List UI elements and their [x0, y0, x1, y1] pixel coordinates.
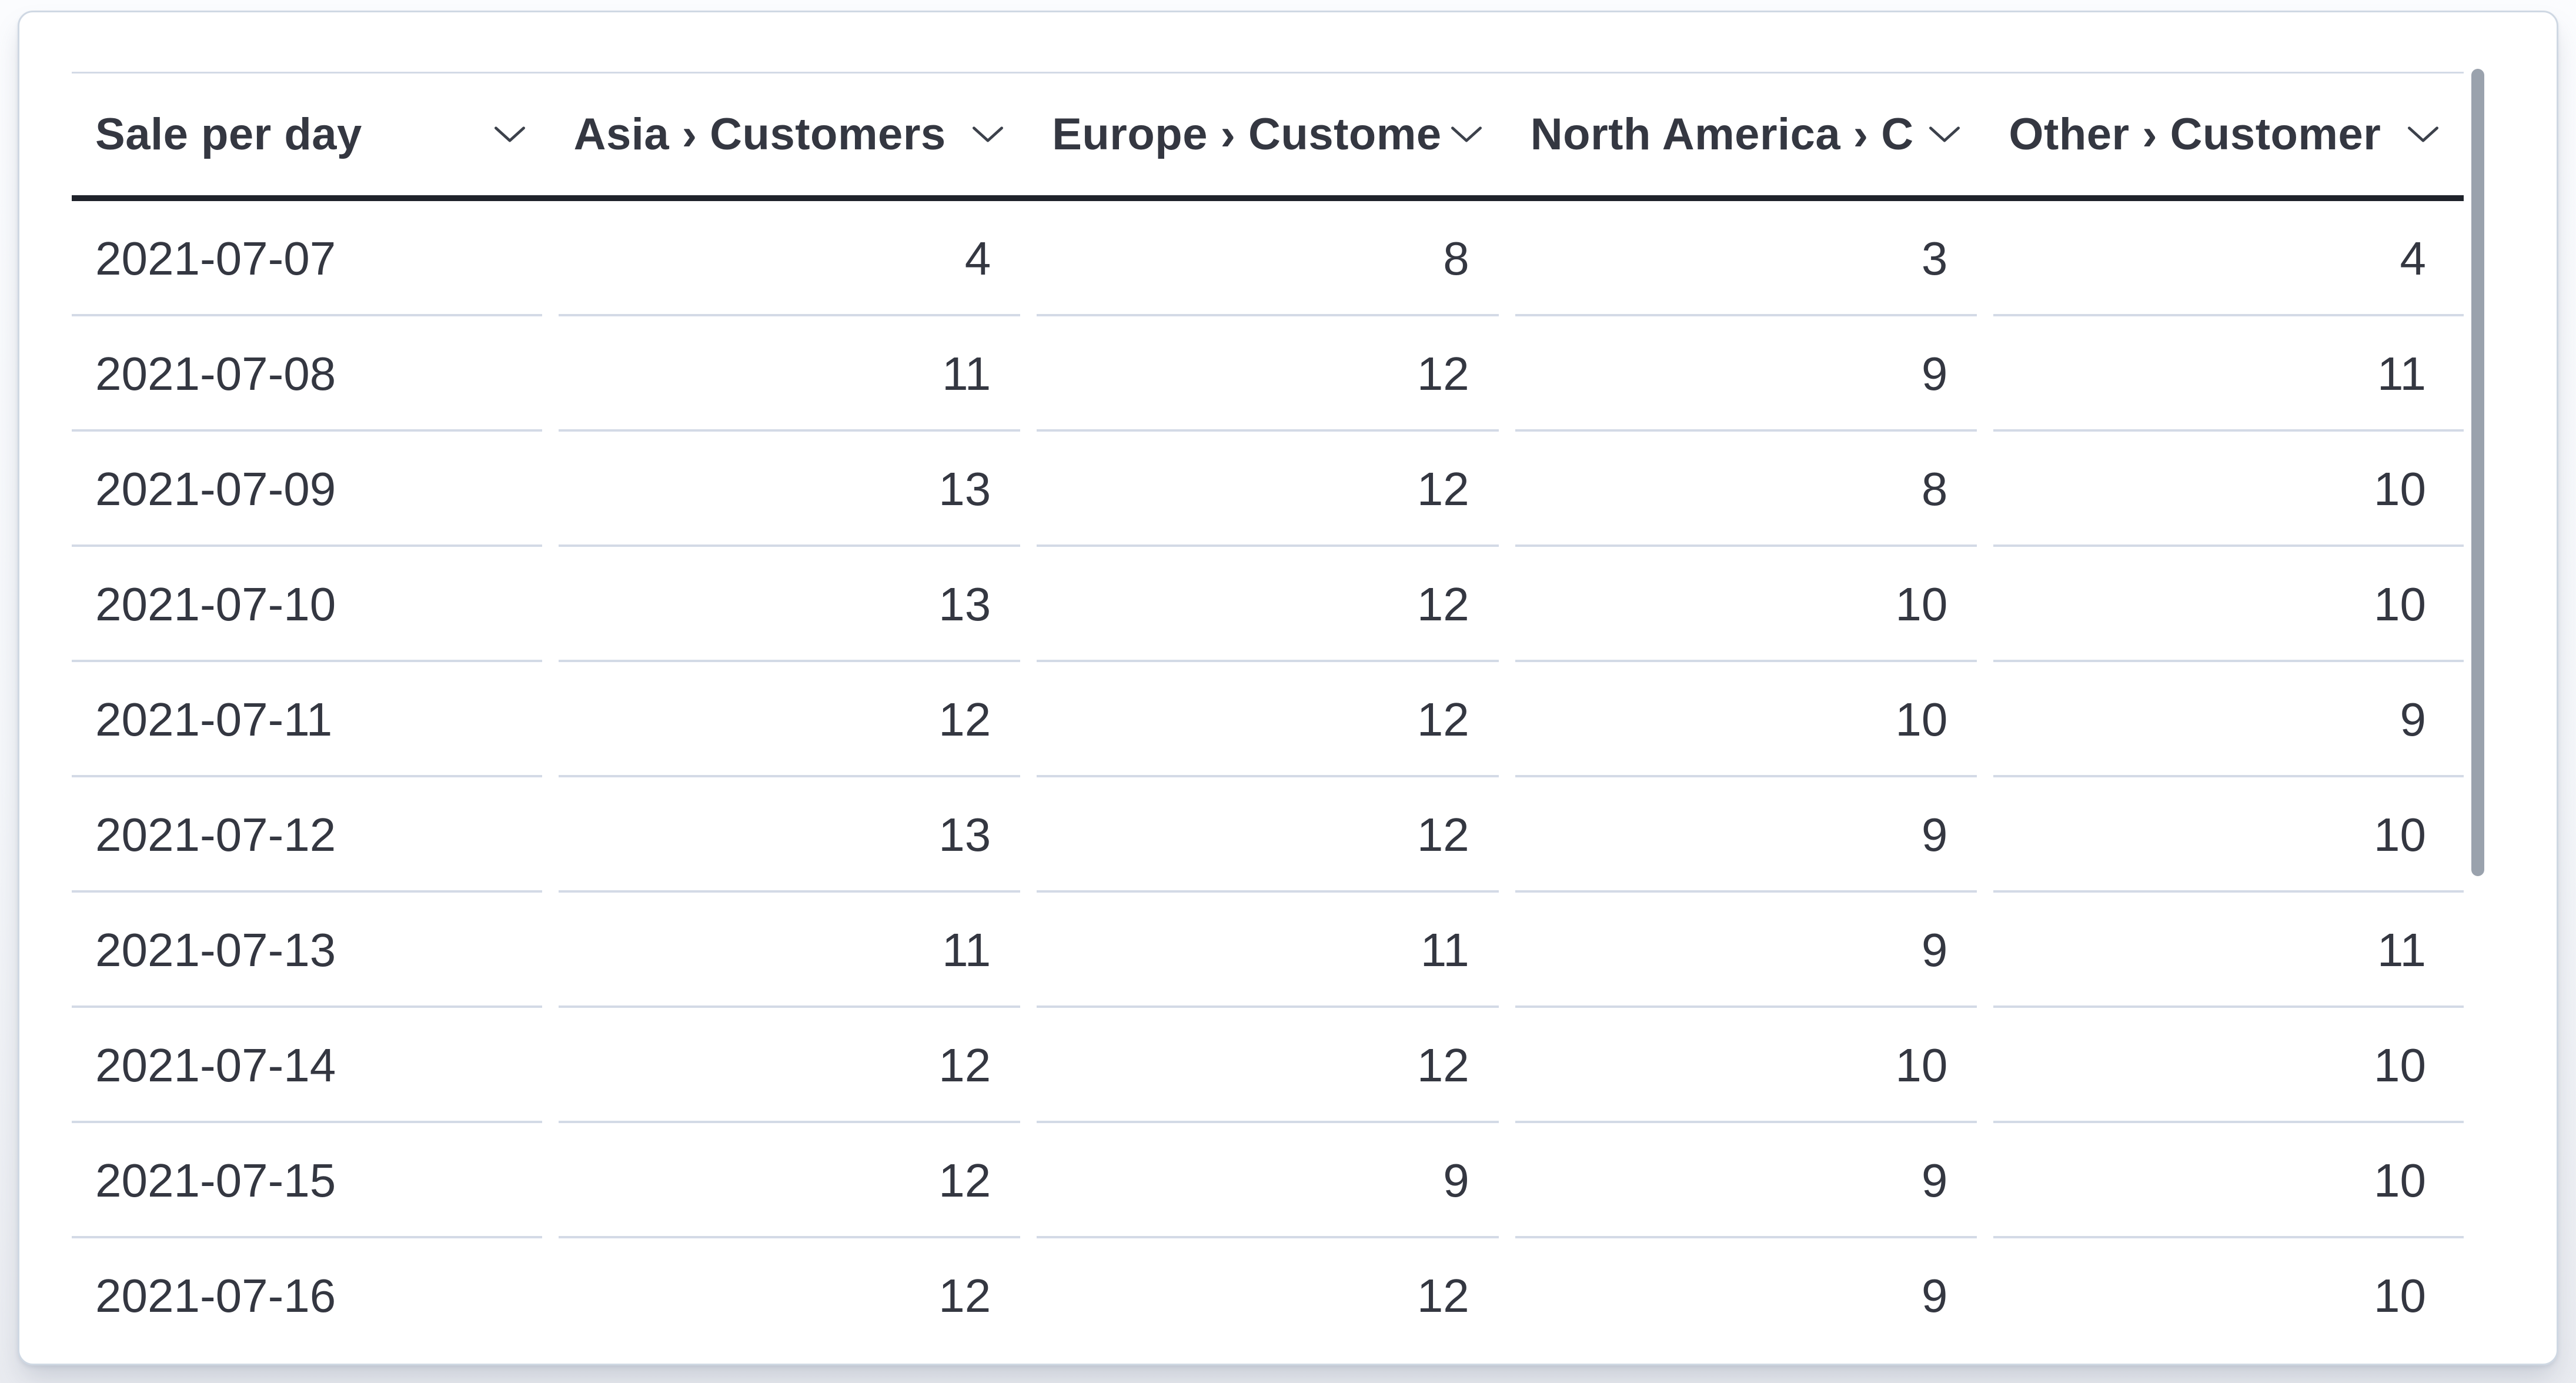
table-row: 2021-07-14 12 12 10 10 [72, 1008, 2464, 1123]
value-cell: 12 [550, 662, 1029, 777]
table-row: 2021-07-16 12 12 9 10 [72, 1238, 2464, 1354]
value-cell: 9 [1507, 893, 1986, 1008]
header-underline [72, 195, 2464, 201]
value-cell: 10 [1507, 547, 1986, 662]
value-cell: 12 [1028, 432, 1507, 547]
chevron-down-icon[interactable] [972, 126, 1004, 143]
column-header-label: Other › Customer [2009, 109, 2381, 159]
table-row: 2021-07-15 12 9 9 10 [72, 1123, 2464, 1238]
chevron-down-icon[interactable] [494, 126, 526, 143]
data-table: Sale per day Asia › Customers Europe › Cus… [72, 72, 2464, 1354]
column-header-sale_per_day[interactable]: Sale per day [72, 74, 550, 195]
table-header-row: Sale per day Asia › Customers Europe › Cus… [72, 74, 2464, 195]
value-cell: 9 [1028, 1123, 1507, 1238]
value-cell: 8 [1507, 432, 1986, 547]
value-cell: 13 [550, 547, 1029, 662]
table-top-border [72, 72, 2464, 74]
value-cell: 3 [1507, 201, 1986, 316]
value-cell: 12 [550, 1008, 1029, 1123]
column-header-label: Asia › Customers [573, 109, 946, 159]
chevron-down-icon[interactable] [1451, 126, 1482, 143]
value-cell: 11 [1985, 316, 2464, 432]
date-cell: 2021-07-14 [72, 1008, 550, 1123]
table-row: 2021-07-12 13 12 9 10 [72, 777, 2464, 893]
column-header-other[interactable]: Other › Customer [1985, 74, 2464, 195]
table-row: 2021-07-13 11 11 9 11 [72, 893, 2464, 1008]
column-header-label: North America › C [1530, 109, 1914, 159]
value-cell: 9 [1985, 662, 2464, 777]
value-cell: 13 [550, 777, 1029, 893]
date-cell: 2021-07-12 [72, 777, 550, 893]
chevron-down-icon[interactable] [2407, 126, 2439, 143]
table-row: 2021-07-07 4 8 3 4 [72, 201, 2464, 316]
value-cell: 12 [1028, 547, 1507, 662]
date-cell: 2021-07-15 [72, 1123, 550, 1238]
value-cell: 9 [1507, 1123, 1986, 1238]
table-row: 2021-07-08 11 12 9 11 [72, 316, 2464, 432]
date-cell: 2021-07-11 [72, 662, 550, 777]
value-cell: 13 [550, 432, 1029, 547]
value-cell: 10 [1985, 1123, 2464, 1238]
value-cell: 11 [550, 893, 1029, 1008]
date-cell: 2021-07-09 [72, 432, 550, 547]
date-cell: 2021-07-07 [72, 201, 550, 316]
value-cell: 9 [1507, 316, 1986, 432]
value-cell: 10 [1507, 662, 1986, 777]
date-cell: 2021-07-10 [72, 547, 550, 662]
value-cell: 9 [1921, 1270, 1948, 1322]
value-cell: 11 [1985, 893, 2464, 1008]
value-cell: 9 [1507, 777, 1986, 893]
column-header-label: Sale per day [95, 109, 362, 159]
value-cell: 12 [1416, 1270, 1469, 1322]
date-cell: 2021-07-13 [72, 893, 550, 1008]
value-cell: 8 [1028, 201, 1507, 316]
date-cell: 2021-07-16 [95, 1270, 336, 1322]
value-cell: 10 [1985, 432, 2464, 547]
value-cell: 10 [1985, 1008, 2464, 1123]
value-cell: 4 [550, 201, 1029, 316]
value-cell: 11 [1028, 893, 1507, 1008]
data-table-panel: Sale per day Asia › Customers Europe › Cus… [18, 11, 2558, 1365]
value-cell: 10 [2374, 1270, 2426, 1322]
value-cell: 10 [1985, 777, 2464, 893]
value-cell: 12 [1028, 662, 1507, 777]
value-cell: 12 [1028, 316, 1507, 432]
value-cell: 10 [1985, 547, 2464, 662]
chevron-down-icon[interactable] [1929, 126, 1960, 143]
column-header-asia[interactable]: Asia › Customers [550, 74, 1029, 195]
value-cell: 12 [938, 1270, 991, 1322]
value-cell: 12 [1028, 777, 1507, 893]
value-cell: 4 [1985, 201, 2464, 316]
value-cell: 11 [550, 316, 1029, 432]
date-cell: 2021-07-08 [72, 316, 550, 432]
value-cell: 10 [1507, 1008, 1986, 1123]
value-cell: 12 [550, 1123, 1029, 1238]
table-row: 2021-07-10 13 12 10 10 [72, 547, 2464, 662]
column-header-north_america[interactable]: North America › C [1507, 74, 1986, 195]
table-row: 2021-07-11 12 12 10 9 [72, 662, 2464, 777]
value-cell: 12 [1028, 1008, 1507, 1123]
table-row: 2021-07-09 13 12 8 10 [72, 432, 2464, 547]
column-header-europe[interactable]: Europe › Customer [1028, 74, 1507, 195]
table-body: 2021-07-07 4 8 3 4 2021-07-08 11 12 9 11 2021-07-0… [72, 201, 2464, 1354]
column-header-label: Europe › Customer [1052, 109, 1440, 159]
vertical-scrollbar-thumb[interactable] [2471, 69, 2484, 876]
